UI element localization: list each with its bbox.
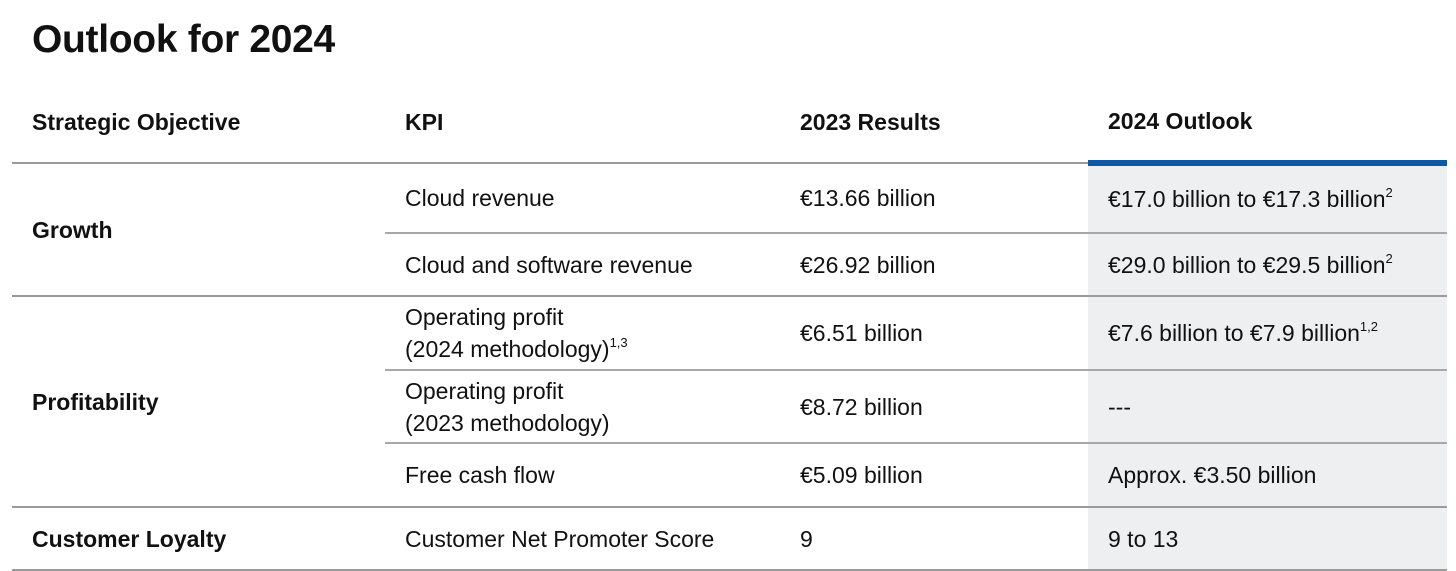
table-row: Customer Loyalty Customer Net Promoter Sc… [12, 507, 1447, 571]
footnote-ref: 2 [1385, 185, 1393, 200]
outlook-cell: Approx. €3.50 billion [1088, 443, 1447, 508]
objective-cell: Customer Loyalty [12, 507, 385, 571]
outlook-cell: 9 to 13 [1088, 507, 1447, 571]
kpi-cell: Operating profit (2024 methodology)1,3 [385, 296, 780, 371]
outlook-text: 9 to 13 [1108, 525, 1179, 552]
footnote-ref: 1,3 [609, 335, 628, 350]
kpi-text: Cloud revenue [405, 185, 555, 211]
header-row: Strategic Objective KPI 2023 Results 2024 O… [12, 82, 1447, 164]
kpi-cell: Cloud revenue [385, 163, 780, 234]
kpi-text: Cloud and software revenue [405, 251, 693, 278]
column-header: 2024 Outlook [1088, 82, 1447, 164]
outlook-table: Strategic Objective KPI 2023 Results 2024 O… [12, 82, 1447, 571]
result-cell: €8.72 billion [780, 370, 1088, 444]
outlook-text: €29.0 billion to €29.5 billion [1108, 251, 1386, 278]
outlook-text: €17.0 billion to €17.3 billion [1108, 186, 1386, 212]
table-row: Operating profit (2023 methodology) €8.72 … [12, 370, 1447, 444]
kpi-text: Operating profit [405, 304, 564, 330]
outlook-text: €7.6 billion to €7.9 billion [1108, 320, 1360, 346]
kpi-text: Customer Net Promoter Score [405, 525, 715, 552]
kpi-text: (2024 methodology) [405, 336, 610, 362]
kpi-cell: Free cash flow [385, 443, 780, 508]
column-header: 2023 Results [780, 82, 1088, 164]
footnote-ref: 2 [1385, 250, 1393, 266]
kpi-cell: Cloud and software revenue [385, 233, 780, 297]
table-row: Growth Cloud revenue €13.66 billion €17.0 b… [12, 160, 1447, 297]
kpi-cell: Operating profit (2023 methodology) [385, 370, 780, 444]
column-header: Strategic Objective [12, 82, 385, 164]
result-cell: 9 [780, 507, 1088, 571]
table-row: Free cash flow €5.09 billion Approx. €3.50… [12, 443, 1447, 508]
outlook-cell: --- [1088, 370, 1447, 444]
result-cell: €13.66 billion [780, 163, 1088, 234]
outlook-cell: €7.6 billion to €7.9 billion1,2 [1088, 296, 1447, 371]
table-row: Profitability Operating profit (2024 metho… [12, 296, 1447, 508]
objective-cell: Profitability [12, 296, 385, 508]
outlook-text: Approx. €3.50 billion [1108, 462, 1317, 488]
kpi-text: Free cash flow [405, 462, 555, 488]
column-header: KPI [385, 82, 780, 164]
result-cell: €5.09 billion [780, 443, 1088, 508]
kpi-text: Operating profit [405, 377, 564, 404]
result-cell: €26.92 billion [780, 233, 1088, 297]
result-cell: €6.51 billion [780, 296, 1088, 371]
outlook-text: --- [1108, 393, 1131, 420]
outlook-cell: €29.0 billion to €29.5 billion2 [1088, 233, 1447, 297]
outlook-cell: €17.0 billion to €17.3 billion2 [1088, 160, 1447, 234]
table-row: Cloud and software revenue €26.92 billion… [12, 233, 1447, 297]
objective-cell: Growth [12, 163, 385, 297]
table-body: Growth Cloud revenue €13.66 billion €17.0 b… [12, 160, 1447, 571]
kpi-cell: Customer Net Promoter Score [385, 507, 780, 571]
kpi-text: (2023 methodology) [405, 409, 610, 436]
footnote-ref: 1,2 [1359, 319, 1378, 334]
page-title: Outlook for 2024 [32, 18, 335, 61]
